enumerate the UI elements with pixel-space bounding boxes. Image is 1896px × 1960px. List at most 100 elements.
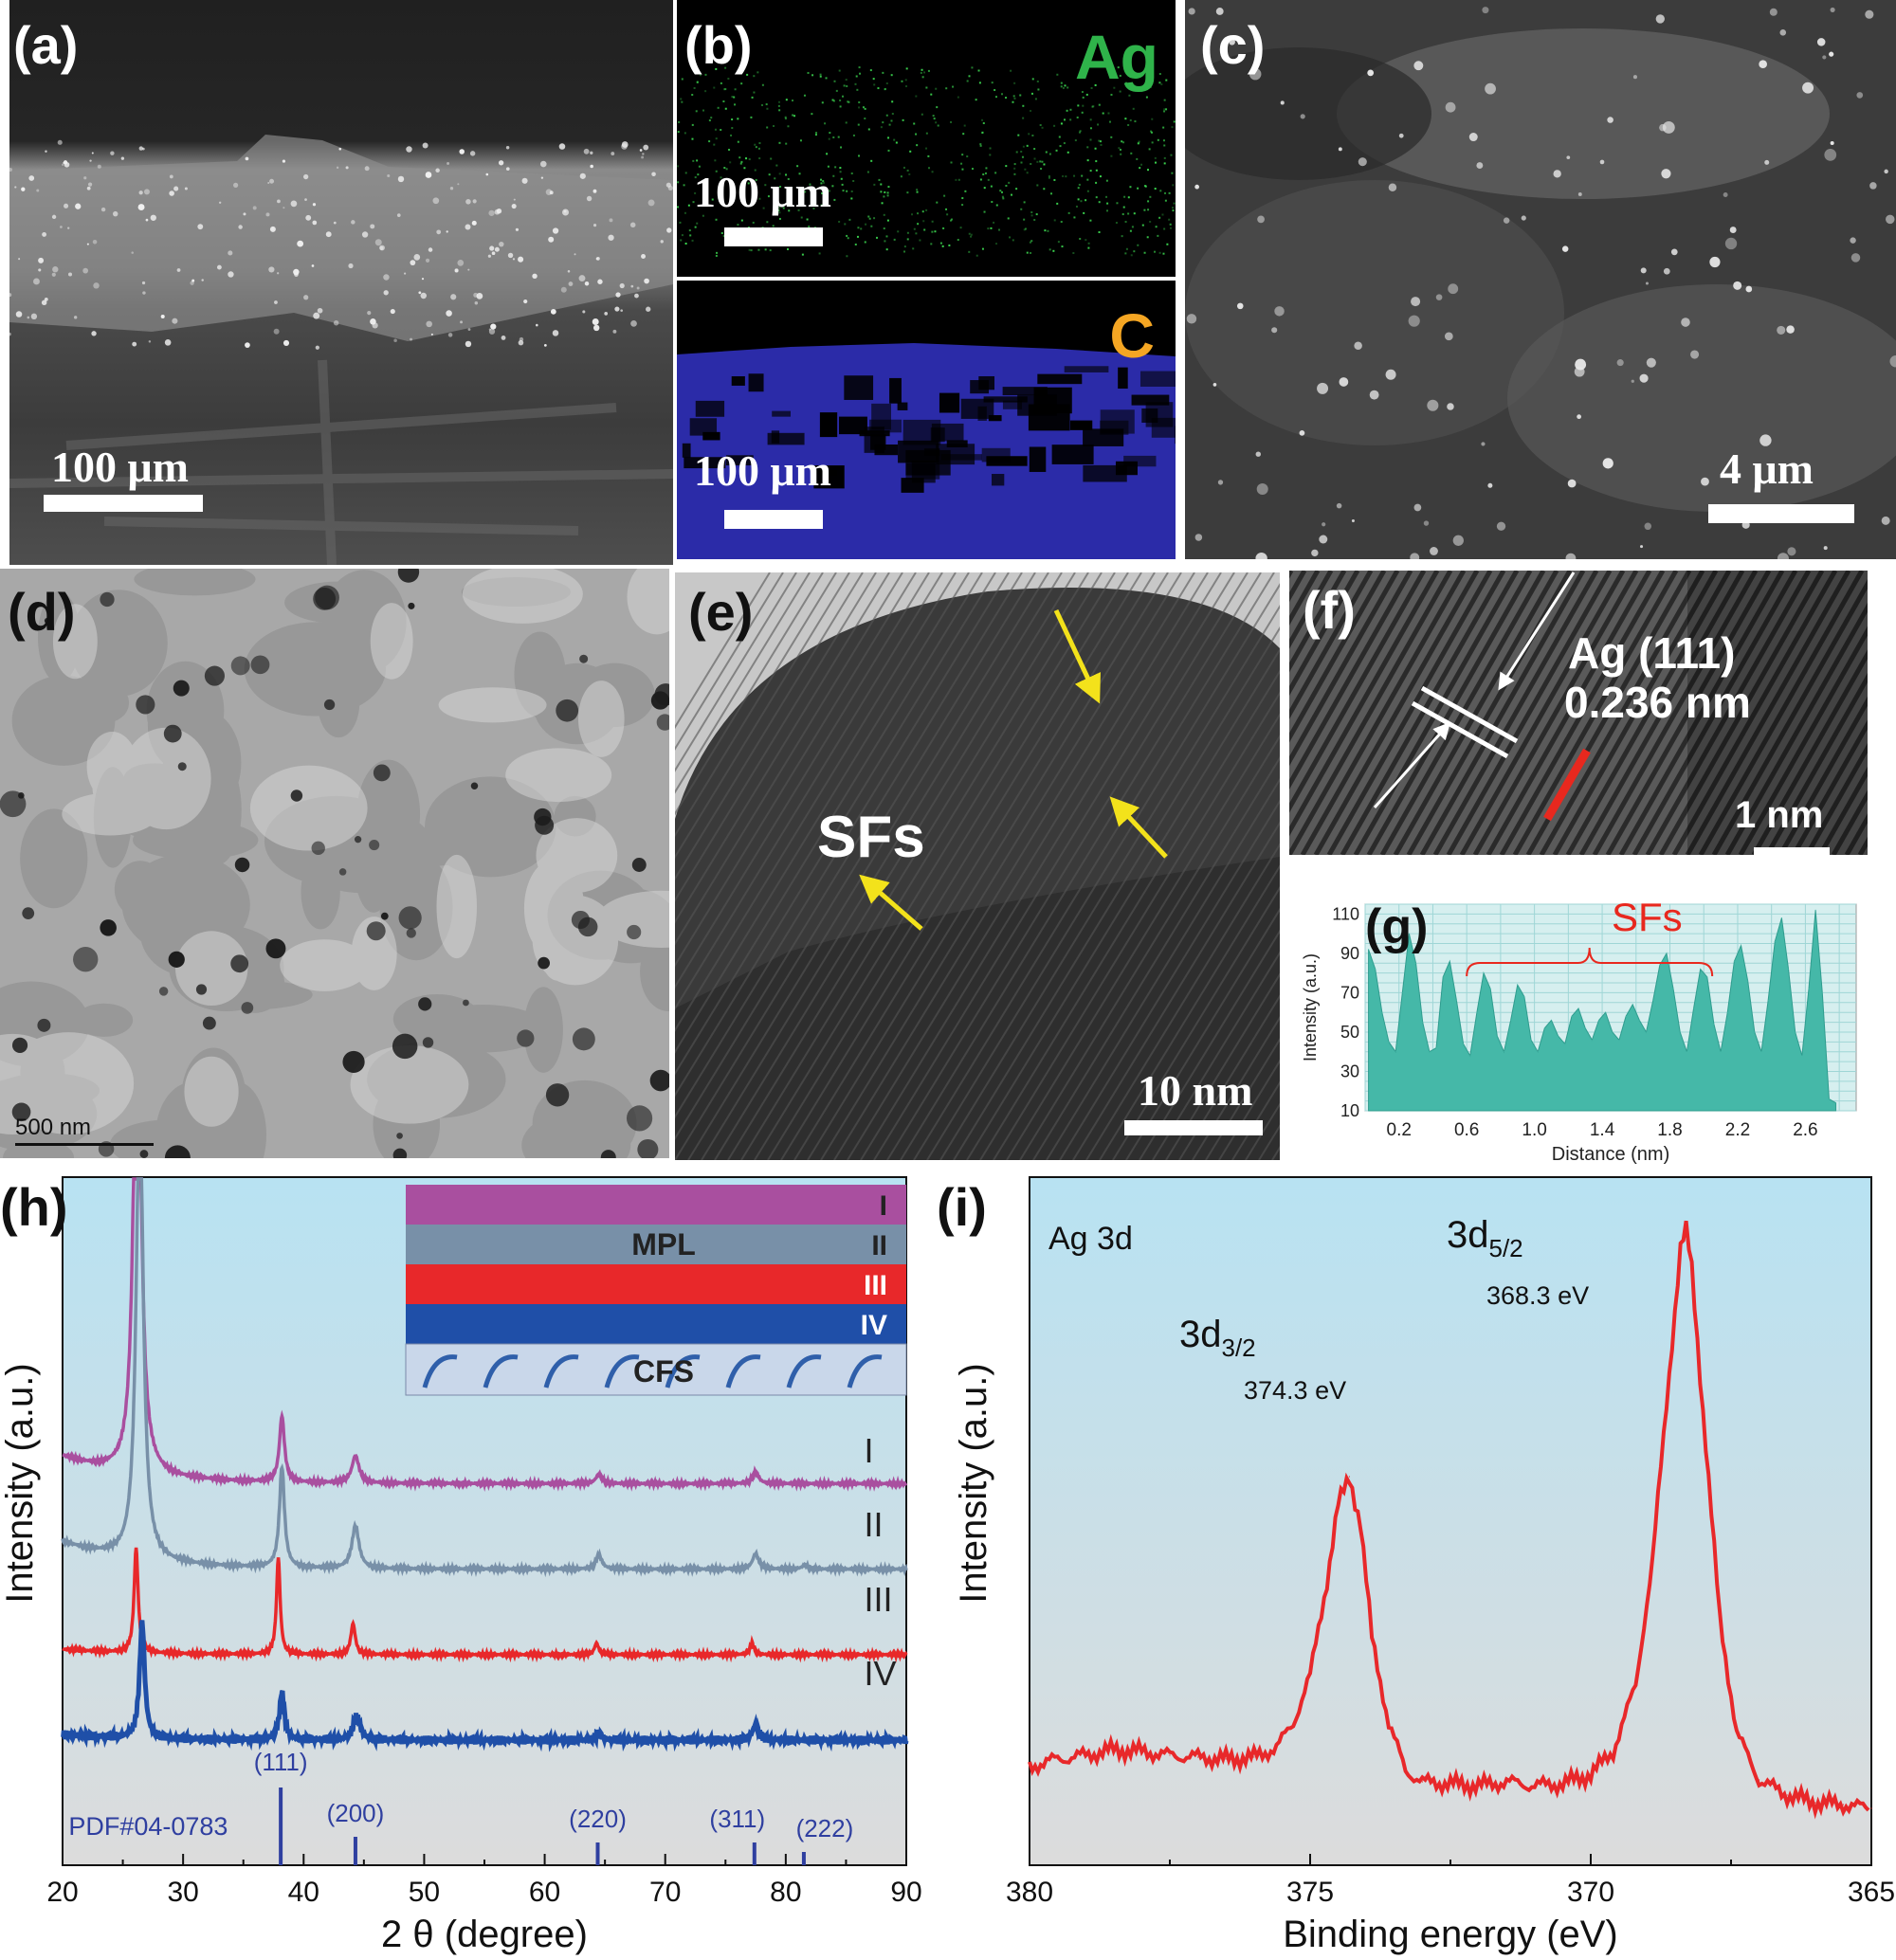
reference-peak-label: (311) <box>709 1805 765 1833</box>
profile-point <box>1584 1027 1586 1029</box>
yellow-arrows-e <box>859 608 1168 931</box>
profile-point <box>1577 1007 1579 1009</box>
profile-point <box>1597 1019 1599 1021</box>
profile-point <box>1449 960 1450 962</box>
profile-point <box>1632 1004 1633 1006</box>
profile-point <box>1795 1031 1796 1033</box>
xps-point <box>1478 1785 1480 1787</box>
x-axis-label-g: Distance (nm) <box>1552 1144 1669 1165</box>
xps-point <box>1786 1794 1788 1796</box>
xps-point <box>1371 1637 1373 1639</box>
element-label-ag: Ag <box>1075 22 1158 92</box>
scale-bar-f <box>1754 847 1830 855</box>
profile-point <box>1537 1051 1539 1053</box>
profile-point <box>1517 984 1519 986</box>
x-axis-label-i: Binding energy (eV) <box>1283 1914 1618 1955</box>
profile-point <box>1605 1011 1607 1013</box>
curve-label-II: II <box>865 1505 884 1544</box>
x-tick-label-g: 2.2 <box>1725 1120 1750 1140</box>
profile-point <box>1659 964 1661 966</box>
peak-label-5-2: 3d5/2 <box>1447 1214 1523 1262</box>
curve-label-IV: IV <box>865 1654 897 1693</box>
profile-point <box>1381 1011 1383 1013</box>
x-tick-label-i: 370 <box>1567 1877 1614 1908</box>
measurement-marker-line-1 <box>1420 685 1519 744</box>
xps-point <box>1029 1766 1030 1768</box>
profile-point <box>1469 1055 1471 1057</box>
xps-point <box>1842 1804 1844 1806</box>
inset-layer-label: I <box>880 1190 887 1222</box>
x-tick-label-g: 1.4 <box>1590 1120 1615 1140</box>
xps-point <box>1057 1758 1059 1760</box>
carbon-fiber-strand <box>422 1354 458 1388</box>
xps-point <box>1534 1785 1536 1787</box>
profile-point <box>1571 1015 1573 1017</box>
inset-layer-label: III <box>864 1270 887 1301</box>
carbon-fiber-strand <box>847 1354 883 1388</box>
y-axis-label-i: Intensity (a.u.) <box>953 1363 994 1603</box>
profile-point <box>1726 1011 1728 1013</box>
y-tick-label-g: 50 <box>1340 1023 1359 1042</box>
profile-point <box>1754 1031 1756 1033</box>
xps-point <box>1197 1756 1199 1758</box>
profile-point <box>1415 962 1417 964</box>
xps-point <box>1690 1267 1693 1269</box>
panel-i-xps: 380 375 370 365 Binding energy (eV) Intensity… <box>929 1171 1896 1960</box>
sfs-annotation-g: SFs <box>1612 897 1683 939</box>
profile-point <box>1835 1102 1837 1104</box>
xps-point <box>1421 1781 1423 1783</box>
xps-point <box>1405 1769 1407 1771</box>
inset-cfs-layer <box>405 1343 907 1396</box>
y-tick-label-g: 110 <box>1332 904 1359 923</box>
xps-point <box>1292 1722 1294 1724</box>
xps-point <box>1870 1807 1872 1809</box>
scale-bar-a <box>44 495 203 512</box>
panel-a-sem-cross-section: (a) 100 μm <box>9 0 673 565</box>
carbon-fiber-strand <box>604 1354 640 1388</box>
yellow-arrow-1 <box>1053 608 1101 704</box>
lattice-annotation-line2: 0.236 nm <box>1564 678 1751 727</box>
x-tick-label-h: 30 <box>167 1877 198 1908</box>
xps-point <box>1814 1802 1816 1804</box>
carbon-fiber-strand <box>665 1354 701 1388</box>
xps-point <box>1590 1773 1592 1775</box>
profile-point <box>1814 909 1816 911</box>
x-tick-label-h: 70 <box>649 1877 681 1908</box>
white-arrow-1 <box>1498 572 1576 691</box>
inset-layer-II <box>406 1225 906 1264</box>
scale-bar-d <box>15 1143 154 1146</box>
sfs-annotation-e: SFs <box>817 805 925 870</box>
xps-point <box>1668 1371 1670 1373</box>
panel-label-f: (f) <box>1303 580 1356 640</box>
profile-point <box>1693 1007 1695 1009</box>
profile-point <box>1646 1031 1648 1033</box>
x-tick-label-h: 40 <box>288 1877 319 1908</box>
xps-point <box>1113 1749 1115 1751</box>
profile-point <box>1788 969 1790 971</box>
profile-point <box>1618 1039 1620 1041</box>
lattice-image-f <box>1289 571 1868 855</box>
xrd-curve-I <box>62 1177 908 1493</box>
profile-point <box>1733 960 1735 962</box>
panel-b-eds-c: C 100 μm <box>677 281 1176 559</box>
profile-point <box>1401 991 1403 993</box>
profile-point <box>1652 1000 1654 1002</box>
x-tick-label-g: 1.8 <box>1657 1120 1682 1140</box>
profile-point <box>1510 1019 1512 1021</box>
profile-point <box>1801 1055 1803 1057</box>
carbon-fiber-strand <box>483 1354 519 1388</box>
peak-energy-label: 374.3 eV <box>1244 1376 1346 1405</box>
xps-point <box>1449 1783 1451 1785</box>
peak-label-3-2: 3d3/2 <box>1179 1314 1256 1362</box>
panel-c-sem-surface: (c) 4 μm <box>1185 0 1896 559</box>
profile-point <box>1767 1000 1769 1002</box>
panel-label-e: (e) <box>688 582 754 642</box>
profile-point <box>1638 1019 1640 1021</box>
scale-bar-label-e: 10 nm <box>1138 1066 1253 1115</box>
xrd-curve-II <box>61 1177 908 1578</box>
tem-image-d <box>0 569 669 1158</box>
peak-energy-label: 368.3 eV <box>1486 1281 1589 1310</box>
profile-point <box>1625 1015 1627 1017</box>
profile-point <box>1408 933 1410 935</box>
sfs-brace <box>1466 947 1714 977</box>
